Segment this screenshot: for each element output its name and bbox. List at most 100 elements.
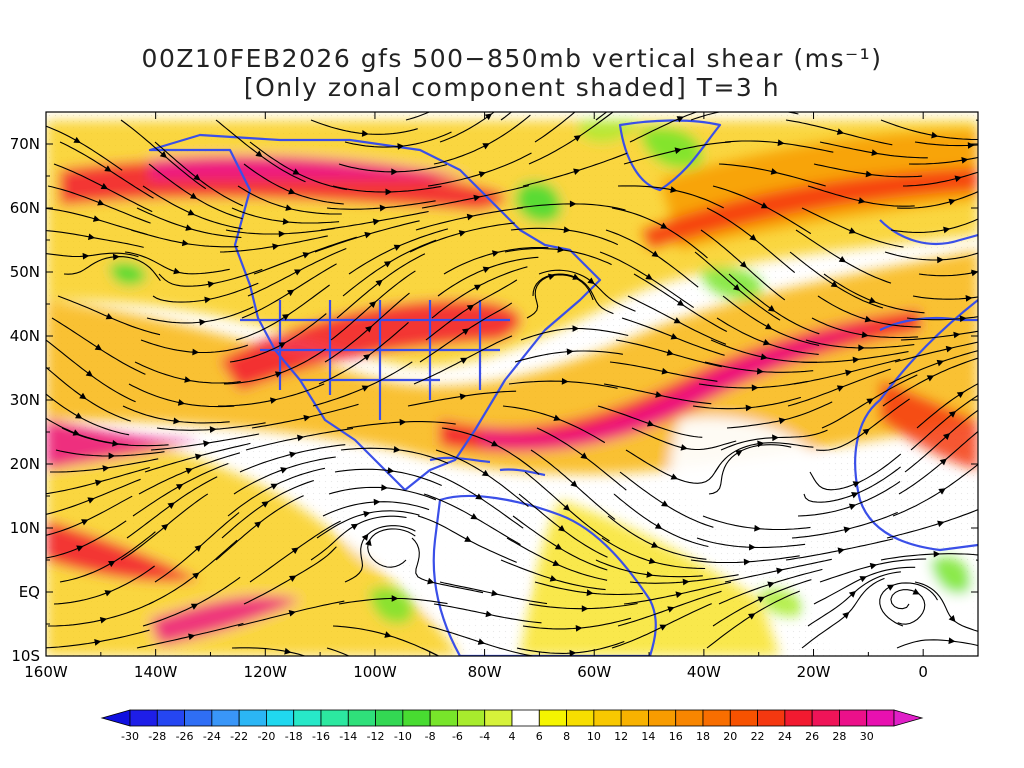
streamline (982, 537, 1024, 554)
streamline-arrow (645, 273, 653, 280)
colorbar-label: 10 (587, 730, 601, 743)
streamline-arrow (647, 420, 655, 427)
streamline-arrow (830, 280, 839, 288)
streamline (975, 119, 978, 122)
colorbar: -30 -28 -26 -24 -22 -20 -18 -16 -14 -12 -10 -8 -6 -4 4… (100, 709, 924, 743)
lon-tick-label: 60W (577, 663, 611, 681)
streamline-arrow (948, 614, 956, 623)
streamline-arrow (173, 417, 181, 425)
streamline-arrow (852, 356, 860, 364)
plot-frame (45, 111, 979, 657)
streamline-arrow (99, 616, 108, 624)
streamline-arrow (280, 467, 288, 474)
streamline (992, 153, 1024, 208)
streamline-arrow (254, 521, 262, 529)
latitude-axis: 70N 60N 50N 40N 30N 20N 10N EQ 10S (10, 135, 978, 665)
colorbar-label: -20 (257, 730, 275, 743)
streamline (980, 193, 1024, 252)
streamline-arrow (94, 343, 103, 351)
streamline-arrow (92, 215, 101, 222)
streamline-arrow (547, 273, 556, 281)
streamline-arrow (573, 135, 582, 142)
streamline-arrow (194, 453, 203, 461)
streamline-arrow (458, 230, 467, 237)
streamline-arrow (666, 349, 674, 356)
streamline-arrow (270, 483, 278, 490)
streamline-arrow (954, 175, 962, 183)
streamline-arrow (397, 143, 405, 150)
streamline-arrow (72, 429, 80, 436)
streamline-arrow (203, 440, 211, 448)
streamline-arrow (777, 139, 785, 147)
colorbar-label: -14 (339, 730, 357, 743)
streamline-arrow (288, 188, 296, 195)
streamline-arrow (865, 170, 873, 178)
streamline-arrow (586, 589, 594, 597)
streamline-arrow (284, 647, 292, 655)
streamline-arrow (190, 603, 199, 610)
streamline (1002, 287, 1024, 318)
colorbar-swatch (347, 709, 376, 727)
colorbar-swatch (129, 709, 158, 727)
streamline-arrow (184, 376, 192, 383)
colorbar-swatch (211, 709, 240, 727)
streamline-arrow (102, 465, 110, 472)
streamline-arrow (192, 572, 200, 580)
streamline-arrow (261, 501, 269, 508)
streamlines (46, 112, 1024, 679)
streamline-arrow (912, 588, 920, 595)
streamline (1000, 424, 1024, 472)
streamline (1012, 396, 1024, 428)
streamline-arrow (670, 186, 678, 193)
coastlines (148, 119, 978, 656)
streamline-arrow (82, 252, 90, 260)
streamline-arrow (587, 277, 595, 285)
streamline-arrow (655, 391, 663, 398)
streamline-arrow (943, 226, 951, 234)
streamline-arrow (861, 331, 869, 339)
streamline-arrow (557, 524, 566, 532)
colorbar-label: 16 (669, 730, 683, 743)
streamline (1006, 408, 1024, 450)
streamline-arrow (661, 500, 669, 507)
streamline-arrow (482, 266, 491, 273)
streamline-arrow (764, 323, 773, 330)
streamline-arrow (838, 256, 847, 263)
streamline-arrow (112, 439, 120, 447)
streamline-arrow (94, 479, 103, 487)
streamline-arrow (289, 575, 297, 582)
streamline (977, 405, 978, 406)
streamline-arrow (167, 502, 175, 509)
streamline-arrow (76, 545, 84, 552)
streamline-arrow (361, 533, 369, 541)
streamline-arrow (659, 624, 667, 631)
colorbar-label: 24 (778, 730, 792, 743)
streamline (534, 112, 576, 143)
streamline-arrow (475, 493, 483, 500)
streamline (990, 343, 1024, 363)
streamline-arrow (73, 136, 81, 144)
streamline-arrow (383, 261, 392, 268)
streamline-arrow (682, 578, 690, 586)
lon-tick-label: 120W (244, 663, 288, 681)
streamline-arrow (772, 434, 779, 442)
streamline-arrow (967, 142, 975, 149)
streamline-arrow (561, 378, 569, 385)
streamline-arrow (864, 315, 872, 323)
streamline-arrow (269, 397, 278, 404)
streamline-arrow (540, 82, 546, 88)
streamline-arrow (959, 315, 967, 323)
streamline-arrow (580, 452, 588, 460)
streamline-arrow (296, 434, 305, 442)
streamline-arrow (460, 357, 468, 364)
streamline-arrow (94, 639, 102, 646)
streamline (998, 626, 1024, 679)
streamline-arrow (159, 151, 167, 158)
streamline-arrow (272, 243, 280, 251)
lon-tick-label: 0 (918, 663, 928, 681)
streamline-arrow (207, 281, 215, 288)
longitude-axis: 160W 140W 120W 100W 80W 60W 40W 20W 0 (24, 112, 928, 681)
colorbar-label: 30 (860, 730, 874, 743)
streamline-arrow (361, 385, 370, 392)
streamline-arrow (369, 301, 377, 309)
